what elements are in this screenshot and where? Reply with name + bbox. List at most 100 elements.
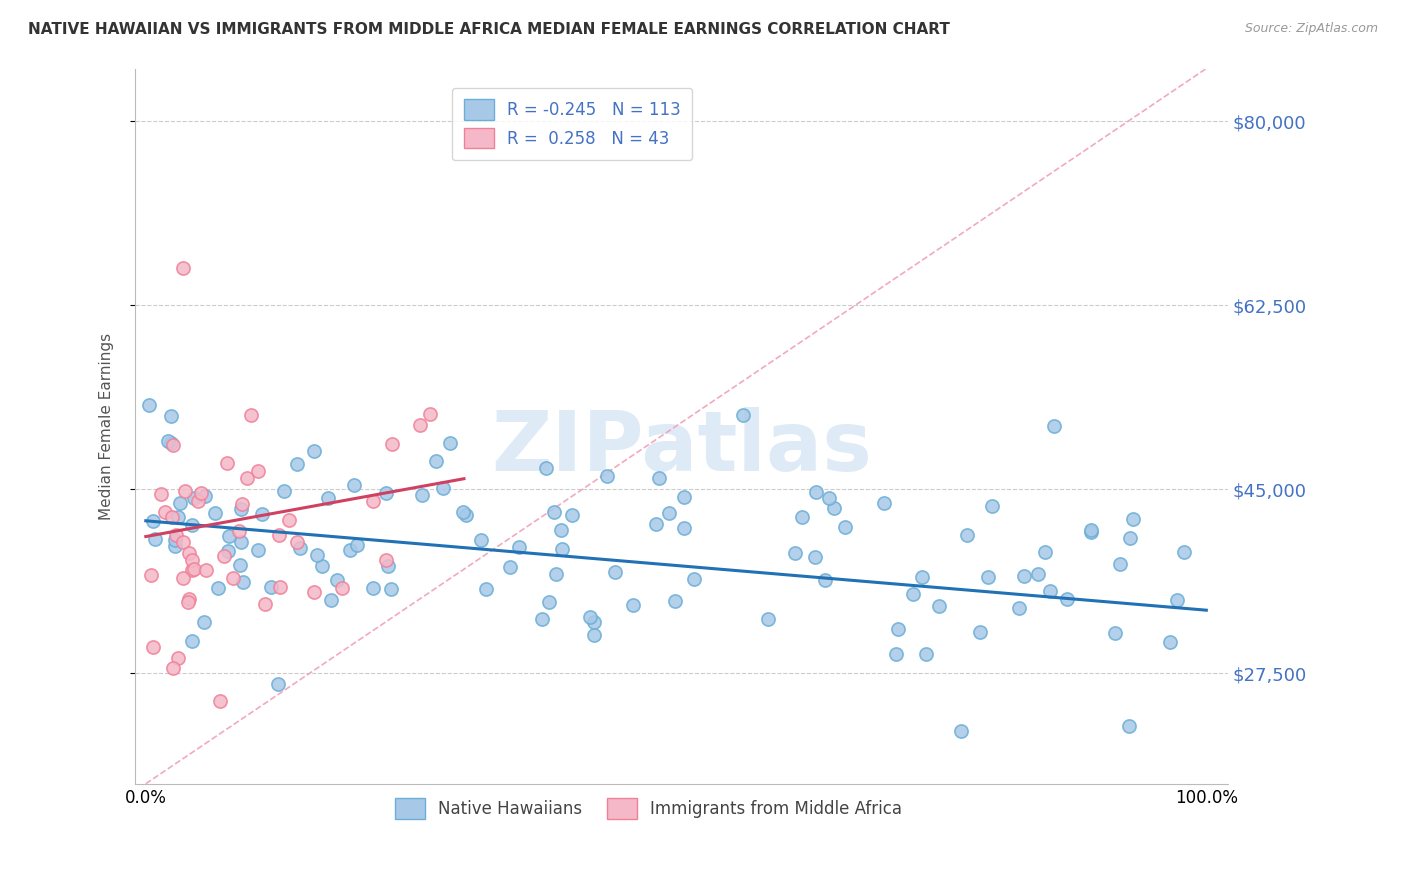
Point (150, 487, 173, 501)
Point (884, 647, 907, 661)
Point (454, 508, 477, 523)
Point (550, 523, 572, 537)
Point (381, 437, 404, 451)
Point (330, 581, 353, 595)
Point (928, 599, 950, 613)
Point (346, 538, 368, 552)
Point (1118, 719, 1140, 733)
Point (1109, 557, 1132, 571)
Point (318, 491, 340, 505)
Point (419, 407, 441, 421)
Point (162, 509, 184, 524)
Point (181, 518, 204, 533)
Point (142, 640, 165, 655)
Point (159, 409, 181, 423)
Point (439, 436, 461, 450)
Point (432, 481, 454, 495)
Point (887, 622, 910, 636)
Point (194, 563, 217, 577)
Point (1012, 569, 1035, 583)
Point (165, 528, 187, 542)
Point (172, 571, 194, 585)
Point (648, 470, 671, 484)
Point (543, 505, 565, 519)
Point (949, 724, 972, 739)
Point (278, 513, 301, 527)
Point (374, 553, 396, 567)
Point (222, 570, 245, 584)
Point (453, 505, 475, 519)
Point (305, 548, 328, 562)
Point (470, 533, 492, 547)
Y-axis label: Median Female Earnings: Median Female Earnings (100, 333, 114, 520)
Point (790, 510, 813, 524)
Point (232, 575, 254, 590)
Point (579, 610, 602, 624)
Point (409, 418, 432, 433)
Point (288, 541, 311, 556)
Point (1008, 600, 1031, 615)
Point (901, 587, 924, 601)
Point (285, 458, 308, 472)
Point (156, 434, 179, 449)
Point (783, 546, 806, 560)
Point (247, 542, 270, 557)
Point (603, 565, 626, 579)
Point (217, 544, 239, 558)
Point (172, 261, 194, 276)
Point (166, 510, 188, 524)
Point (1122, 512, 1144, 526)
Point (269, 581, 291, 595)
Point (582, 615, 605, 630)
Point (209, 694, 232, 708)
Point (167, 650, 190, 665)
Point (911, 570, 934, 584)
Point (246, 464, 269, 478)
Point (1043, 418, 1066, 433)
Point (977, 570, 1000, 584)
Point (267, 676, 290, 690)
Point (363, 581, 385, 595)
Point (425, 454, 447, 468)
Point (194, 489, 217, 503)
Point (1119, 531, 1142, 545)
Point (814, 573, 837, 587)
Point (1104, 625, 1126, 640)
Point (207, 581, 229, 595)
Point (302, 444, 325, 458)
Point (380, 582, 402, 596)
Point (582, 628, 605, 642)
Point (159, 436, 181, 450)
Point (172, 535, 194, 549)
Point (411, 488, 433, 502)
Point (267, 528, 290, 542)
Point (190, 485, 212, 500)
Point (183, 562, 205, 576)
Point (804, 485, 827, 500)
Point (236, 471, 259, 485)
Point (664, 594, 686, 608)
Point (285, 535, 308, 549)
Point (756, 612, 779, 626)
Point (187, 493, 209, 508)
Point (534, 461, 557, 475)
Point (1080, 524, 1102, 539)
Point (499, 560, 522, 574)
Point (969, 625, 991, 640)
Point (915, 647, 938, 661)
Point (181, 634, 204, 648)
Point (326, 574, 349, 588)
Point (162, 661, 184, 675)
Point (174, 484, 197, 499)
Point (177, 591, 200, 606)
Point (546, 566, 568, 581)
Point (980, 499, 1002, 513)
Point (304, 585, 326, 599)
Point (212, 549, 235, 563)
Point (621, 598, 644, 612)
Point (163, 533, 186, 547)
Point (218, 529, 240, 543)
Point (273, 484, 295, 499)
Point (561, 508, 583, 522)
Point (374, 486, 396, 500)
